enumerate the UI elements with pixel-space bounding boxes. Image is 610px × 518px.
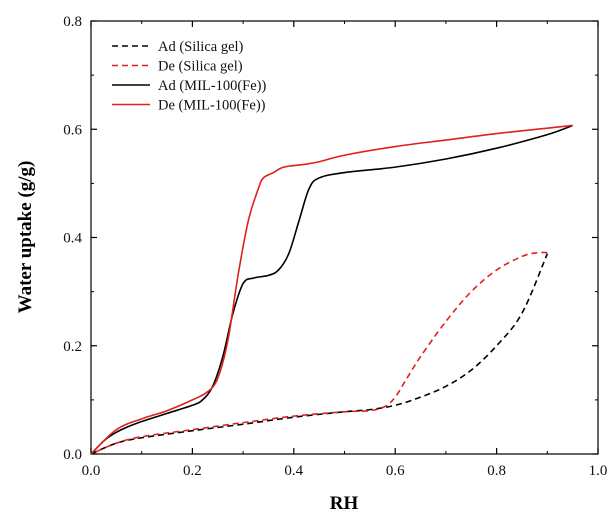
y-tick-label: 0.0 <box>63 447 82 463</box>
y-tick-label: 0.8 <box>63 14 82 30</box>
series-line-2 <box>90 251 548 455</box>
legend-label-2: De (Silica gel) <box>158 59 243 75</box>
x-axis-title: RH <box>330 493 359 514</box>
legend: Ad (Silica gel) De (Silica gel) Ad (MIL-10… <box>112 39 266 114</box>
axes-layer: 0.0 0.2 0.4 0.6 0.8 1.0 0.0 0.2 0.4 0.6 0.8 <box>63 14 607 479</box>
x-tick-label: 1.0 <box>589 463 608 479</box>
x-tick-label: 0.8 <box>487 463 506 479</box>
x-tick-label: 0.6 <box>386 463 405 479</box>
legend-label-1: Ad (Silica gel) <box>158 39 244 55</box>
series-line-4 <box>90 124 573 455</box>
series-line-3 <box>90 124 573 455</box>
series-line-1 <box>90 253 549 455</box>
x-tick-label: 0.0 <box>82 463 101 479</box>
y-tick-label: 0.4 <box>63 231 82 247</box>
y-tick-label: 0.2 <box>63 339 82 355</box>
x-tick-label: 0.2 <box>183 463 202 479</box>
y-axis-title: Water uptake (g/g) <box>15 161 36 314</box>
y-tick-label: 0.6 <box>63 122 82 138</box>
x-tick-label: 0.4 <box>284 463 303 479</box>
legend-label-4: De (MIL-100(Fe)) <box>158 98 266 114</box>
legend-label-3: Ad (MIL-100(Fe)) <box>158 78 266 94</box>
series-layer <box>90 124 573 455</box>
